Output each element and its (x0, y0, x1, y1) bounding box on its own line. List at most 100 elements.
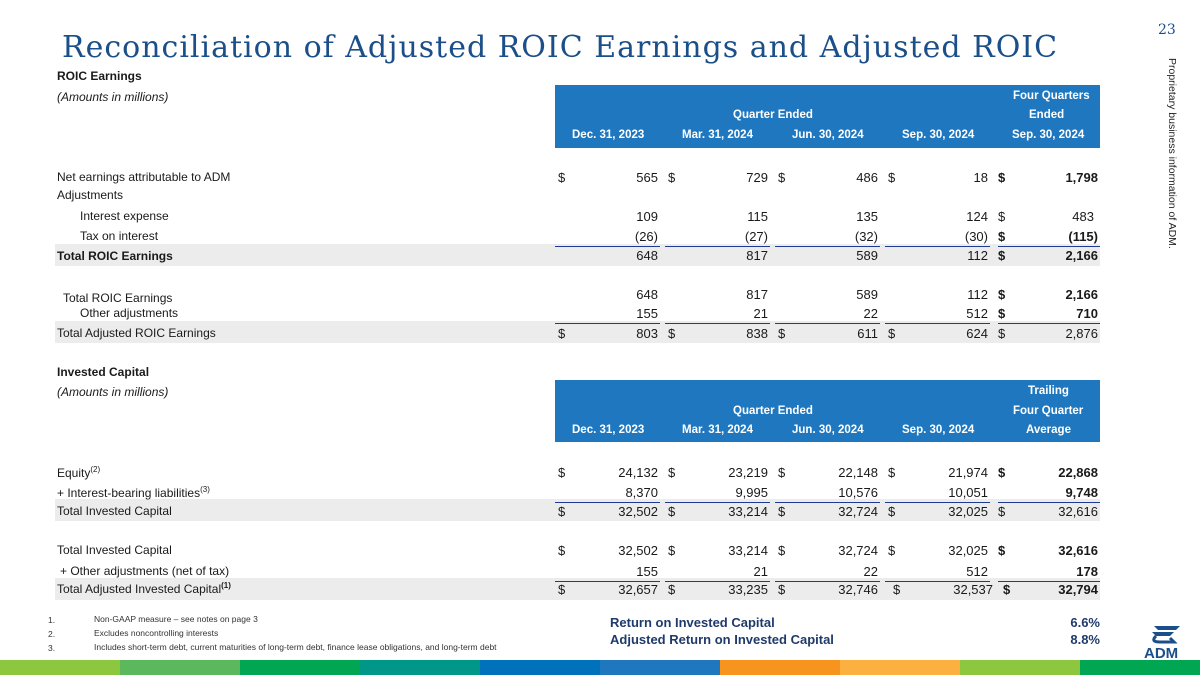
table-cell: (32) (775, 227, 880, 247)
table-cell: 9,748 (998, 483, 1100, 503)
table-cell: 589 (856, 248, 878, 263)
table-cell: $32,025 (888, 504, 988, 519)
color-bar-segment (960, 660, 1080, 675)
table-cell: 648 (636, 248, 658, 263)
row-background (55, 578, 1100, 600)
roic-amounts-note: (Amounts in millions) (57, 90, 169, 104)
table-cell: 178 (998, 562, 1100, 582)
adm-logo: ADM (1140, 622, 1192, 662)
table-cell: $2,166 (998, 287, 1098, 302)
footnote-number: 3. (48, 643, 56, 653)
roic-section-title: ROIC Earnings (57, 69, 142, 83)
table-cell: $32,025 (888, 543, 988, 558)
row-label: Adjustments (57, 188, 124, 202)
table-cell: (27) (665, 227, 770, 247)
table-cell: 22 (775, 562, 880, 582)
invested-col-header: Sep. 30, 2024 (902, 424, 975, 436)
adjusted-roic-ratio-label: Adjusted Return on Invested Capital (610, 632, 834, 647)
invested-col-header: Dec. 31, 2023 (572, 424, 645, 436)
table-cell: $729 (668, 170, 768, 185)
adm-logo-icon: ADM (1144, 626, 1180, 662)
table-cell: $32,502 (558, 504, 658, 519)
table-cell: 155 (555, 562, 660, 582)
row-label: Total Adjusted ROIC Earnings (57, 326, 216, 340)
row-label: Net earnings attributable to ADM (57, 170, 231, 184)
color-bar-segment (840, 660, 960, 675)
table-cell: $710 (998, 304, 1100, 324)
invested-col-header: Mar. 31, 2024 (682, 424, 753, 436)
roic-col-header: Mar. 31, 2024 (682, 129, 753, 141)
roic-ratio-value: 6.6% (1070, 615, 1100, 630)
page-number: 23 (1158, 22, 1176, 38)
table-cell: $18 (888, 170, 988, 185)
color-bar-segment (600, 660, 720, 675)
row-label: Total Invested Capital (57, 543, 172, 557)
table-cell: 124 (966, 209, 988, 224)
table-cell: 112 (967, 287, 988, 302)
page-title: Reconciliation of Adjusted ROIC Earnings… (62, 30, 1059, 65)
row-background (55, 244, 1100, 266)
table-cell: $32,502 (558, 543, 658, 558)
row-label: Equity(2) (57, 465, 101, 480)
invested-section-title: Invested Capital (57, 365, 150, 379)
table-cell: 115 (747, 209, 768, 224)
table-cell: $32,657 (558, 582, 658, 597)
roic-quarter-ended-label: Quarter Ended (733, 109, 813, 121)
table-cell: 512 (885, 562, 990, 582)
table-cell: $565 (558, 170, 658, 185)
invested-col-header: Average (1026, 424, 1071, 436)
color-bar-segment (480, 660, 600, 675)
color-bar-segment (1080, 660, 1200, 675)
invested-quarter-ended-label: Quarter Ended (733, 405, 813, 417)
color-bar-segment (720, 660, 840, 675)
bottom-color-bar (0, 660, 1200, 675)
table-cell: 21 (665, 304, 770, 324)
row-label: Total ROIC Earnings (63, 291, 173, 305)
row-label: Tax on interest (80, 229, 159, 243)
table-cell: $32,616 (998, 543, 1098, 558)
roic-four-quarters-label-2: Ended (1029, 109, 1065, 121)
table-cell: 109 (636, 209, 658, 224)
table-cell: $483 (998, 209, 1094, 224)
table-cell: $22,868 (998, 465, 1098, 480)
footnote-text: Excludes noncontrolling interests (94, 628, 219, 638)
table-cell: (30) (885, 227, 990, 247)
table-cell: 22 (775, 304, 880, 324)
sidebar-disclaimer-text: Proprietary business information of ADM. (1166, 58, 1178, 249)
adjusted-roic-ratio-value: 8.8% (1070, 632, 1100, 647)
table-cell: $32,794 (1003, 582, 1098, 597)
table-cell: $33,214 (668, 504, 768, 519)
logo-text: ADM (1144, 645, 1178, 662)
row-label: Total Adjusted Invested Capital(1) (57, 581, 231, 596)
row-label: + Interest-bearing liabilities(3) (57, 485, 210, 500)
table-cell: 8,370 (555, 483, 660, 503)
table-cell: $32,746 (778, 582, 878, 597)
table-cell: (26) (555, 227, 660, 247)
row-label: + Other adjustments (net of tax) (60, 564, 230, 578)
table-cell: 10,576 (775, 483, 880, 503)
footnote-number: 2. (48, 629, 56, 639)
table-cell: $486 (778, 170, 878, 185)
sidebar-disclaimer: Proprietary business information of ADM. (1166, 58, 1186, 458)
table-cell: $21,974 (888, 465, 988, 480)
table-cell: $838 (668, 326, 768, 341)
row-label: Interest expense (80, 209, 169, 223)
table-cell: $24,132 (558, 465, 658, 480)
row-background (55, 321, 1100, 343)
table-cell: 21 (665, 562, 770, 582)
table-cell: $32,537 (893, 582, 993, 597)
table-cell: 155 (555, 304, 660, 324)
table-cell: $22,148 (778, 465, 878, 480)
table-cell: $32,724 (778, 504, 878, 519)
invested-col-header: Jun. 30, 2024 (792, 424, 864, 436)
color-bar-segment (0, 660, 120, 675)
footnote-text: Includes short-term debt, current maturi… (94, 642, 497, 652)
roic-table-header: Four Quarters Ended Quarter Ended Dec. 3… (555, 85, 1100, 148)
invested-table-header: Trailing Four Quarter Quarter Ended Dec.… (555, 380, 1100, 442)
row-label: Total Invested Capital (57, 504, 172, 518)
roic-ratio-label: Return on Invested Capital (610, 615, 775, 630)
color-bar-segment (240, 660, 360, 675)
table-cell: 817 (746, 287, 768, 302)
table-cell: $611 (778, 326, 878, 341)
row-label: Total ROIC Earnings (57, 249, 173, 263)
